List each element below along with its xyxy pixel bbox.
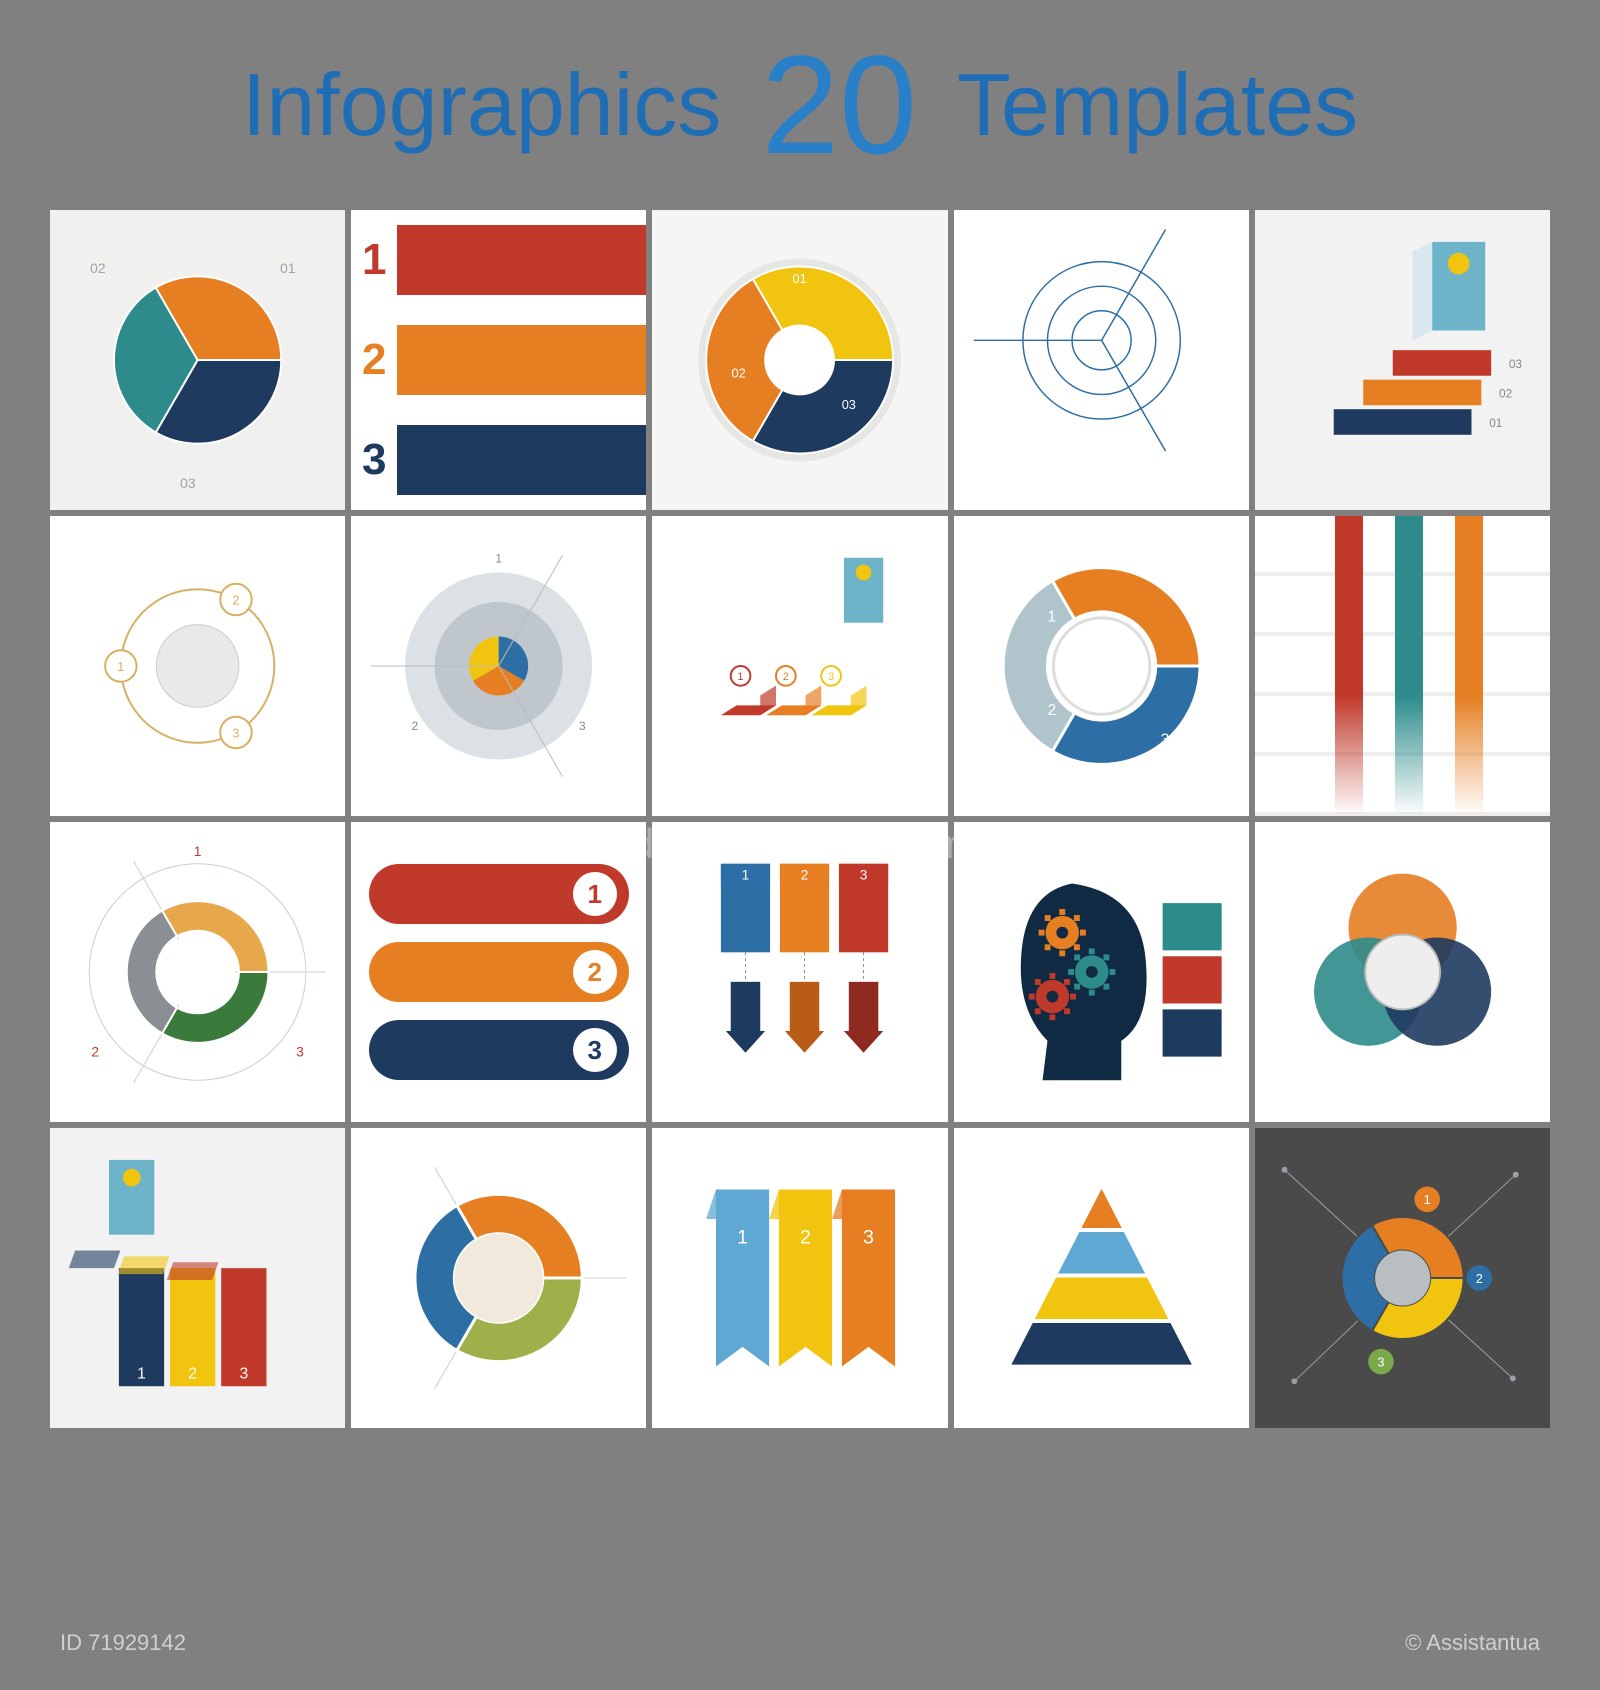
template-tile-19 (954, 1128, 1249, 1428)
title-word-1: Infographics (242, 54, 721, 156)
svg-text:2: 2 (188, 1365, 197, 1382)
template-tile-5: 01 02 03 (1255, 210, 1550, 510)
pie-label: 02 (90, 260, 106, 276)
svg-text:02: 02 (732, 366, 746, 381)
svg-text:1: 1 (117, 659, 124, 674)
pill-bar: 1 (369, 864, 629, 924)
svg-text:2: 2 (232, 592, 239, 607)
page: Infographics 20 Templates 01 02 03 1 2 3 0… (0, 0, 1600, 1690)
hbar (397, 225, 646, 295)
svg-text:2: 2 (800, 1227, 811, 1249)
svg-text:3: 3 (1160, 732, 1169, 749)
svg-text:3: 3 (860, 868, 868, 883)
template-tile-2: 1 2 3 (351, 210, 646, 510)
pill-number: 2 (573, 950, 617, 994)
template-tile-9: 1 2 3 (954, 516, 1249, 816)
template-tile-18: 1 2 3 (652, 1128, 947, 1428)
template-tile-6: 1 2 3 (50, 516, 345, 816)
svg-text:2: 2 (91, 1045, 99, 1060)
svg-text:3: 3 (579, 719, 586, 733)
bar-number: 2 (351, 335, 397, 385)
template-grid: 01 02 03 1 2 3 01 02 03 01 02 03 1 2 3 1 2 3 1 2 3 1 2 3 1 2 3… (50, 210, 1550, 1428)
template-tile-20: 1 2 3 (1255, 1128, 1550, 1428)
svg-text:2: 2 (1476, 1271, 1483, 1286)
svg-text:2: 2 (801, 868, 809, 883)
svg-text:03: 03 (1509, 357, 1523, 371)
template-tile-16: 1 2 3 (50, 1128, 345, 1428)
vstripe (1335, 516, 1363, 816)
title-word-2: Templates (957, 54, 1358, 156)
svg-text:3: 3 (239, 1365, 248, 1382)
watermark-center: dreamstime.com (631, 820, 969, 868)
template-tile-8: 1 2 3 (652, 516, 947, 816)
template-tile-1: 01 02 03 (50, 210, 345, 510)
svg-text:01: 01 (1489, 416, 1502, 430)
svg-text:1: 1 (137, 1365, 146, 1382)
template-tile-11: 1 2 3 (50, 822, 345, 1122)
svg-text:3: 3 (828, 671, 834, 683)
svg-text:1: 1 (194, 844, 202, 859)
bar-number: 3 (351, 435, 397, 485)
svg-text:1: 1 (742, 868, 750, 883)
vstripe (1455, 516, 1483, 816)
template-tile-12: 1 2 3 (351, 822, 646, 1122)
svg-text:03: 03 (842, 397, 856, 412)
template-tile-3: 01 02 03 (652, 210, 947, 510)
template-tile-10 (1255, 516, 1550, 816)
svg-text:3: 3 (296, 1045, 304, 1060)
template-tile-17 (351, 1128, 646, 1428)
template-tile-14 (954, 822, 1249, 1122)
svg-text:3: 3 (1377, 1355, 1384, 1370)
pill-bar: 3 (369, 1020, 629, 1080)
svg-text:3: 3 (232, 725, 239, 740)
svg-text:2: 2 (783, 671, 789, 683)
bar-number: 1 (351, 235, 397, 285)
template-tile-15 (1255, 822, 1550, 1122)
svg-text:2: 2 (1047, 702, 1056, 719)
svg-text:1: 1 (738, 671, 744, 683)
pill-bar: 2 (369, 942, 629, 1002)
pill-number: 3 (573, 1028, 617, 1072)
template-tile-4 (954, 210, 1249, 510)
vstripe (1395, 516, 1423, 816)
svg-text:1: 1 (1047, 609, 1056, 626)
svg-text:02: 02 (1499, 386, 1512, 400)
pill-number: 1 (573, 872, 617, 916)
svg-text:1: 1 (737, 1227, 748, 1249)
svg-text:3: 3 (863, 1227, 874, 1249)
svg-text:1: 1 (496, 552, 503, 566)
pie-label: 01 (280, 260, 296, 276)
watermark-credit: © Assistantua (1405, 1630, 1540, 1656)
template-tile-7: 1 2 3 (351, 516, 646, 816)
watermark-id: ID 71929142 (60, 1630, 186, 1656)
pie-label: 03 (180, 475, 196, 491)
svg-text:1: 1 (1423, 1192, 1430, 1207)
hbar (397, 425, 646, 495)
hbar (397, 325, 646, 395)
title-bar: Infographics 20 Templates (0, 0, 1600, 210)
svg-text:2: 2 (412, 719, 419, 733)
svg-text:01: 01 (793, 271, 807, 286)
title-number: 20 (761, 24, 917, 186)
